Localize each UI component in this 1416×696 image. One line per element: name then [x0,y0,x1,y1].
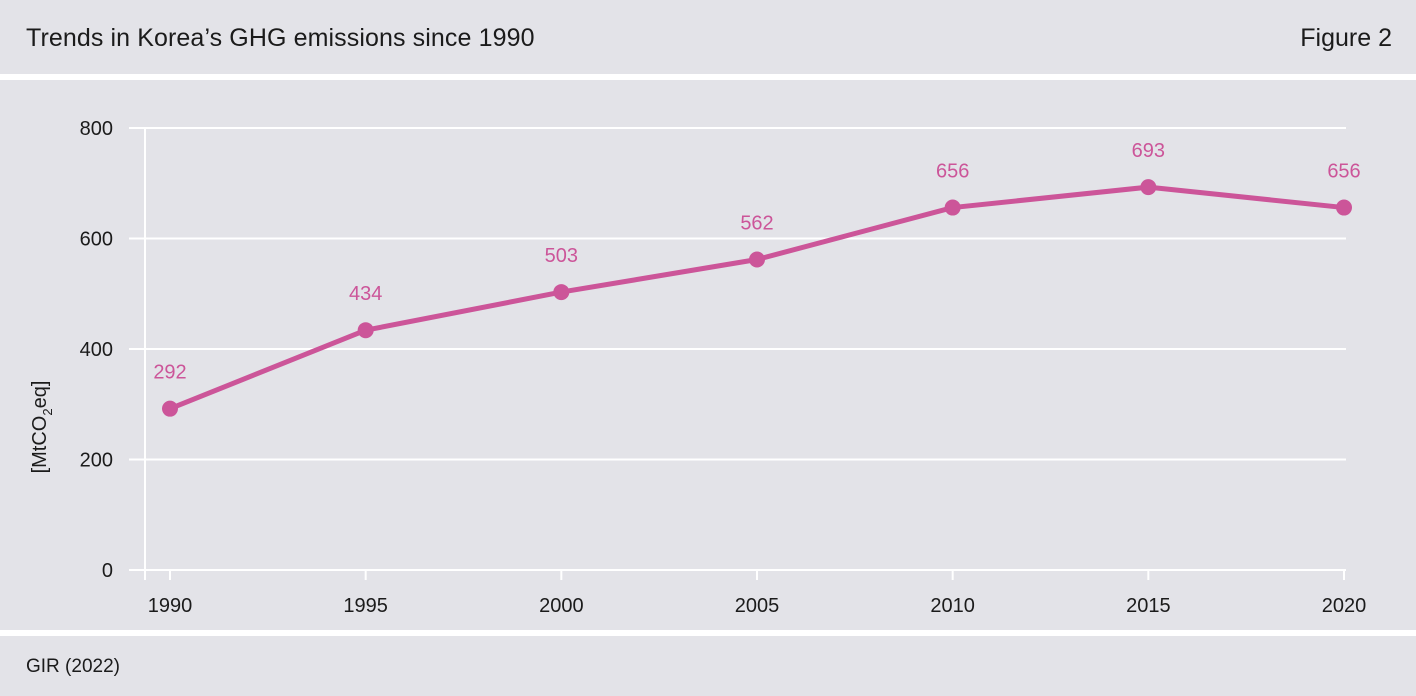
data-point-2010 [944,199,961,216]
data-label-2000: 503 [545,245,578,267]
x-tick-label-1990: 1990 [148,595,193,617]
series-layer [162,179,1352,417]
chart-title: Trends in Korea’s GHG emissions since 19… [26,24,535,52]
x-tick-label-2015: 2015 [1126,595,1171,617]
figure-label: Figure 2 [1300,24,1392,52]
x-tick-label-2005: 2005 [735,595,780,617]
axes [129,127,1346,580]
x-tick-labels: 1990 1995 2000 2005 2010 2015 2020 [148,595,1367,617]
x-tick-label-1995: 1995 [343,595,388,617]
footer-bar: GIR (2022) [0,636,1416,696]
data-point-2020 [1336,199,1352,216]
y-axis-label-post: eq] [29,381,51,409]
y-axis-label-sub: 2 [40,408,55,415]
y-tick-labels: 0 200 400 600 800 [80,118,113,582]
data-label-2015: 693 [1132,140,1165,162]
data-point-1990 [162,400,178,417]
x-tick-label-2010: 2010 [930,595,975,617]
source-note: GIR (2022) [26,656,120,677]
header-bar: Trends in Korea’s GHG emissions since 19… [0,0,1416,74]
data-label-1995: 434 [349,283,382,305]
y-tick-label-200: 200 [80,450,113,472]
data-point-2000 [553,284,570,301]
data-point-2005 [749,251,765,268]
y-tick-label-400: 400 [80,339,113,361]
chart-panel [0,80,1416,630]
data-label-2010: 656 [936,161,969,183]
y-axis-label: [MtCO2eq] [29,381,55,474]
grid-lines [145,127,1346,461]
y-tick-label-600: 600 [80,229,113,251]
data-point-2015 [1140,179,1157,196]
y-tick-label-0: 0 [102,560,113,582]
data-labels: 292 434 503 562 656 693 656 [153,140,1360,384]
x-tick-label-2020: 2020 [1322,595,1367,617]
data-point-1995 [357,322,374,339]
data-label-2005: 562 [740,212,773,234]
data-label-2020: 656 [1327,161,1360,183]
y-tick-label-800: 800 [80,118,113,140]
data-label-1990: 292 [153,362,186,384]
y-axis-label-pre: [MtCO [29,416,51,474]
x-tick-label-2000: 2000 [539,595,584,617]
